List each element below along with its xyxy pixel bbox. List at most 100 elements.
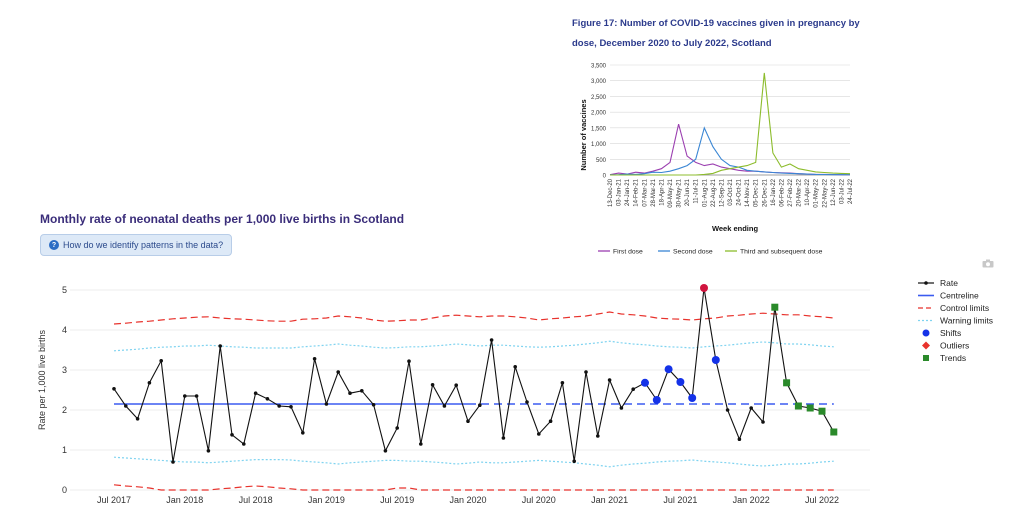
shift-point: [711, 356, 720, 364]
rate-point: [265, 397, 270, 401]
legend-label-second-dose-line: Second dose: [673, 249, 713, 256]
vaccine-y-tick-label: 2,000: [591, 111, 607, 117]
rate-point: [749, 406, 753, 410]
vaccine-x-tick-label: 12-Jun-22: [831, 178, 837, 206]
vaccine-x-tick-label: 22-May-22: [822, 178, 828, 207]
rate-point: [761, 420, 765, 424]
figure-17-title: Figure 17: Number of COVID-19 vaccines g…: [572, 14, 872, 54]
vaccine-chart-y-label: Number of vaccines: [579, 99, 588, 170]
rate-point: [725, 408, 730, 412]
trend-point: [818, 407, 826, 415]
rate-point: [230, 433, 234, 437]
rate-point: [513, 365, 517, 369]
vaccine-chart-gridlines: [610, 64, 850, 176]
rate-point: [489, 338, 494, 342]
patterns-help-button[interactable]: ? How do we identify patterns in the dat…: [40, 234, 233, 256]
vaccine-x-tick-label: 14-Feb-21: [634, 178, 640, 206]
shift-point: [664, 365, 673, 374]
rate-point: [584, 370, 588, 374]
rate-point: [371, 403, 376, 407]
main-y-tick-label: 1: [62, 445, 67, 455]
shift-point: [676, 378, 685, 386]
rate-point: [383, 449, 388, 453]
camera-icon[interactable]: [982, 259, 994, 268]
trend-point: [830, 428, 838, 436]
rate-point: [301, 431, 305, 435]
main-chart-y-label: Rate per 1,000 live births: [37, 329, 47, 430]
main-y-tick-label: 3: [62, 365, 67, 375]
rate-point: [289, 405, 293, 409]
vaccine-x-tick-label: 28-Mar-21: [651, 178, 657, 206]
trend-point: [783, 379, 791, 387]
main-y-tick-label: 2: [62, 405, 67, 415]
rate-point: [478, 403, 482, 407]
vaccine-x-tick-label: 16-Jan-22: [771, 178, 777, 206]
rate-point: [737, 437, 742, 441]
rate-point: [242, 442, 246, 446]
legend-label-first-dose-line: First dose: [613, 249, 643, 256]
vaccine-y-tick-label: 2,500: [591, 95, 607, 101]
rate-point: [218, 344, 222, 348]
lower-warning-limit-line: [113, 456, 834, 468]
legend-label-warning-limits: Warning limits: [940, 316, 993, 326]
main-x-tick-label: Jan 2020: [449, 495, 486, 505]
vaccine-x-tick-label: 26-Dec-21: [762, 178, 768, 207]
main-chart-gridlines: [70, 289, 870, 491]
rate-point: [348, 391, 352, 395]
vaccine-chart-x-ticks: 13-Dec-20 03-Jan-21 24-Jan-21 14-Feb-21 07-M…: [608, 178, 854, 207]
rate-point: [312, 357, 317, 361]
main-y-tick-label: 4: [62, 325, 67, 335]
rate-point: [525, 400, 529, 404]
second-dose-line: [609, 126, 850, 176]
vaccine-x-tick-label: 20-Mar-22: [797, 178, 803, 206]
legend-label-centreline: Centreline: [940, 291, 979, 301]
vaccine-chart-series: [609, 72, 851, 176]
rate-point: [560, 381, 565, 385]
vaccine-x-tick-label: 11-Jul-21: [694, 178, 700, 203]
vaccine-x-tick-label: 01-Aug-21: [702, 178, 708, 207]
vaccine-chart-y-ticks: 0 500 1,000 1,500 2,000 2,500 3,000 3,500: [591, 64, 607, 180]
legend-label-third-dose-line: Third and subsequent dose: [740, 249, 823, 256]
upper-control-limit-line: [113, 311, 834, 325]
rate-point: [548, 419, 553, 423]
vaccine-x-tick-label: 03-Oct-21: [728, 178, 734, 205]
rate-point: [194, 394, 199, 398]
vaccine-chart-x-label: Week ending: [712, 224, 759, 233]
vaccine-x-tick-label: 05-Dec-21: [754, 178, 760, 207]
vaccine-y-tick-label: 1,000: [591, 142, 607, 148]
main-x-tick-label: Jul 2017: [97, 495, 131, 505]
vaccine-x-tick-label: 30-May-21: [677, 178, 683, 207]
rate-point: [253, 391, 258, 395]
main-x-tick-label: Jul 2021: [663, 495, 697, 505]
vaccine-chart: 0 500 1,000 1,500 2,000 2,500 3,000 3,500 13-De…: [579, 64, 854, 256]
vaccine-x-tick-label: 24-Oct-21: [737, 178, 743, 205]
patterns-help-button-label: How do we identify patterns in the data?: [63, 240, 224, 250]
vaccine-x-tick-label: 24-Jan-21: [625, 178, 631, 206]
legend-label-trends: Trends: [940, 353, 966, 363]
vaccine-x-tick-label: 24-Jul-22: [848, 178, 854, 204]
rate-point: [501, 436, 506, 440]
vaccine-x-tick-label: 18-Apr-21: [659, 178, 665, 205]
rate-point: [395, 426, 400, 430]
vaccine-y-tick-label: 0: [603, 174, 607, 180]
vaccine-x-tick-label: 22-Aug-21: [711, 178, 717, 207]
rate-point: [171, 460, 175, 464]
rate-point: [159, 359, 163, 363]
rate-point: [419, 442, 423, 446]
main-x-tick-label: Jul 2022: [805, 495, 839, 505]
rate-point: [124, 404, 128, 408]
main-x-tick-label: Jul 2019: [380, 495, 414, 505]
rate-point: [572, 459, 576, 463]
trend-point: [806, 404, 814, 412]
rate-point: [407, 359, 411, 363]
vaccine-y-tick-label: 3,000: [591, 79, 607, 85]
rate-point: [135, 417, 140, 421]
rate-point: [277, 404, 282, 408]
figure-17-title-line2: dose, December 2020 to July 2022, Scotla…: [572, 38, 772, 49]
legend-label-shifts: Shifts: [940, 328, 961, 338]
rate-line: [113, 287, 835, 463]
main-x-tick-label: Jul 2018: [239, 495, 273, 505]
rate-point: [183, 394, 187, 398]
main-chart-title: Monthly rate of neonatal deaths per 1,00…: [40, 212, 405, 226]
trend-point: [771, 303, 779, 311]
